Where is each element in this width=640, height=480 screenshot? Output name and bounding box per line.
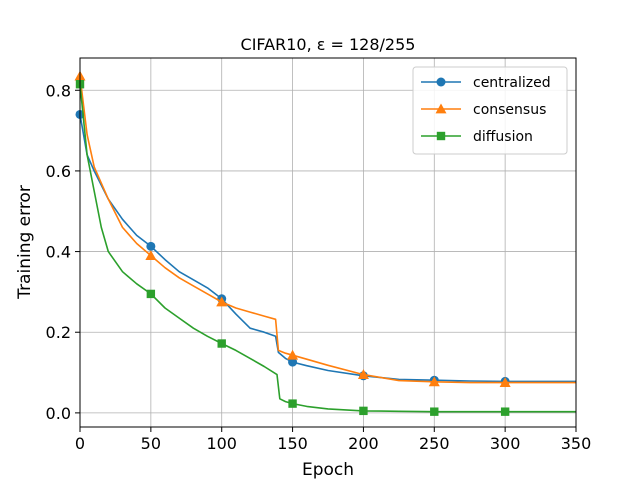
diffusion-marker — [430, 407, 439, 416]
x-tick-label: 100 — [206, 434, 237, 453]
y-tick-label: 0.8 — [46, 81, 71, 100]
legend-item-diffusion: diffusion — [421, 129, 533, 145]
y-tick-label: 0.2 — [46, 323, 71, 342]
legend: centralized consensus diffusion — [412, 66, 568, 155]
y-axis-label: Training error — [15, 185, 35, 300]
y-tick-label: 0.6 — [46, 162, 71, 181]
diffusion-line — [79, 84, 576, 413]
legend-item-consensus: consensus — [421, 102, 546, 118]
legend-label: centralized — [473, 75, 551, 91]
legend-swatch-marker — [436, 131, 446, 141]
series-layer — [74, 70, 576, 416]
diffusion-marker — [217, 339, 226, 348]
legend-box — [412, 66, 568, 155]
x-tick-label: 200 — [348, 434, 379, 453]
plot-frame — [79, 57, 577, 428]
x-tick-label: 50 — [141, 434, 161, 453]
diffusion-marker — [288, 399, 297, 408]
diffusion-marker — [500, 407, 510, 416]
consensus-marker — [287, 349, 299, 360]
x-tick-label: 350 — [561, 434, 592, 453]
diffusion-marker — [146, 289, 156, 299]
legend-label: consensus — [473, 102, 546, 118]
consensus-line — [79, 76, 576, 384]
consensus-marker — [216, 296, 228, 307]
y-tick-label: 0.0 — [46, 404, 71, 423]
consensus-marker — [145, 250, 157, 261]
y-tick-label: 0.4 — [46, 243, 71, 262]
centralized-line — [79, 114, 576, 383]
consensus-marker — [428, 376, 440, 387]
x-tick-label: 300 — [490, 434, 521, 453]
chart-title: CIFAR10, ε = 128/255 — [241, 35, 416, 54]
series-consensus — [74, 70, 576, 388]
y-axis: 0.0 0.2 0.4 0.6 0.8 — [46, 81, 80, 423]
x-axis-label: Epoch — [302, 460, 354, 480]
legend-swatch-marker — [436, 77, 446, 87]
centralized-marker — [288, 357, 298, 367]
consensus-marker — [357, 369, 369, 379]
legend-label: diffusion — [473, 129, 533, 145]
diffusion-marker — [359, 406, 368, 416]
centralized-marker — [146, 241, 156, 251]
x-tick-label: 250 — [419, 434, 450, 453]
x-axis: 0 50 100 150 200 250 300 350 — [75, 427, 591, 453]
x-tick-label: 150 — [277, 434, 308, 453]
legend-item-centralized: centralized — [421, 75, 551, 91]
legend-swatch-marker — [435, 103, 447, 114]
x-tick-label: 0 — [75, 434, 85, 453]
consensus-marker — [499, 377, 511, 388]
